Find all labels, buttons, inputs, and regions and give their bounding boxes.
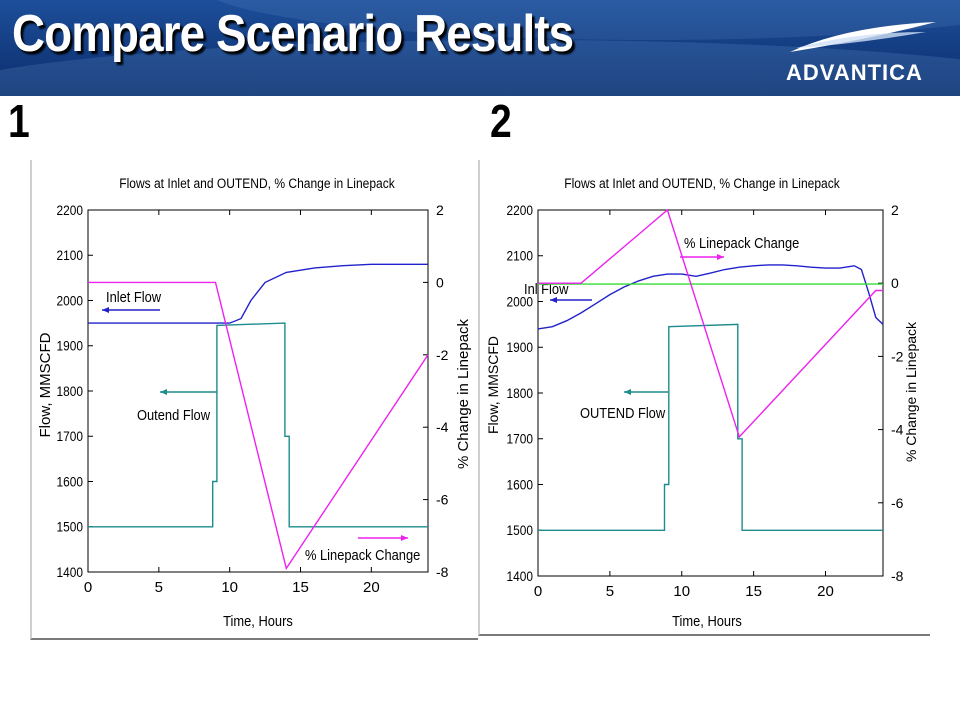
- annotation-outend-flow: OUTEND Flow: [580, 404, 666, 421]
- series-line-1: [88, 263, 428, 324]
- x-tick-label: 0: [84, 579, 92, 596]
- x-tick-label: 20: [363, 579, 380, 596]
- y2-tick-label: -2: [891, 348, 904, 364]
- annotation-outend-flow: Outend Flow: [137, 406, 211, 423]
- advantica-logo: ADVANTICA: [786, 18, 946, 88]
- y-tick-label: 1400: [57, 564, 83, 580]
- series-line-4: [538, 208, 883, 439]
- arrowhead-icon: [624, 389, 631, 395]
- arrowhead-icon: [401, 535, 408, 541]
- chart-title: Flows at Inlet and OUTEND, % Change in L…: [119, 175, 395, 191]
- y2-axis-label: % Change in Linepack: [455, 318, 472, 469]
- x-tick-label: 5: [155, 579, 163, 596]
- series-line-3: [538, 323, 883, 531]
- x-tick-label: 5: [606, 583, 614, 600]
- y2-tick-label: -8: [891, 568, 904, 584]
- y-tick-label: 2000: [507, 294, 533, 310]
- arrowhead-icon: [160, 389, 167, 395]
- plot-frame: [537, 209, 884, 577]
- y-tick-label: 1500: [507, 522, 533, 538]
- header-banner: Compare Scenario Results ADVANTICA: [0, 0, 960, 96]
- y-tick-label: 2100: [57, 247, 83, 263]
- chart-1: Flows at Inlet and OUTEND, % Change in L…: [37, 175, 472, 629]
- y-tick-label: 1900: [57, 338, 83, 354]
- x-axis-label: Time, Hours: [223, 612, 293, 629]
- y-tick-label: 2200: [507, 202, 533, 218]
- arrowhead-icon: [550, 297, 557, 303]
- y-tick-label: 1600: [507, 477, 533, 493]
- y2-tick-label: -4: [436, 419, 449, 435]
- annotation-inlet-flow: Inlet Flow: [106, 288, 162, 305]
- logo-swoosh-icon: [790, 22, 936, 52]
- y-tick-label: 1600: [57, 474, 83, 490]
- y2-tick-label: -8: [436, 564, 449, 580]
- series-line-2: [88, 322, 428, 528]
- y2-tick-label: -4: [891, 422, 904, 438]
- x-axis-label: Time, Hours: [672, 612, 742, 629]
- x-tick-label: 10: [221, 579, 238, 596]
- y-tick-label: 2200: [57, 202, 83, 218]
- y2-tick-label: -6: [891, 495, 904, 511]
- y2-tick-label: 2: [436, 202, 444, 218]
- logo-text: ADVANTICA: [786, 60, 923, 85]
- y-axis-label: Flow, MMSCFD: [37, 332, 54, 437]
- y-tick-label: 1400: [507, 568, 533, 584]
- chart-panel-1: Flows at Inlet and OUTEND, % Change in L…: [30, 160, 478, 640]
- y2-axis-label: % Change in Linepack: [903, 321, 919, 462]
- y-tick-label: 1800: [507, 385, 533, 401]
- annotation-linepack-change: % Linepack Change: [305, 546, 421, 563]
- y-tick-label: 1700: [57, 428, 83, 444]
- y-tick-label: 1900: [507, 339, 533, 355]
- x-tick-label: 20: [817, 583, 834, 600]
- chart-title: Flows at Inlet and OUTEND, % Change in L…: [564, 175, 840, 191]
- y2-tick-label: 0: [891, 275, 899, 291]
- page-title: Compare Scenario Results: [12, 5, 574, 63]
- annotation-linepack-change: % Linepack Change: [684, 234, 800, 251]
- x-tick-label: 15: [745, 583, 762, 600]
- scenario-2-label: 2: [490, 95, 512, 147]
- y-tick-label: 1700: [507, 431, 533, 447]
- x-tick-label: 15: [292, 579, 309, 596]
- y-tick-label: 1500: [57, 519, 83, 535]
- chart-panel-2: Flows at Inlet and OUTEND, % Change in L…: [478, 160, 930, 636]
- scenario-1-label: 1: [8, 95, 30, 147]
- y-tick-label: 1800: [57, 383, 83, 399]
- series-line-3: [88, 281, 429, 571]
- arrowhead-icon: [102, 307, 109, 313]
- arrowhead-icon: [717, 254, 724, 260]
- y2-tick-label: 0: [436, 274, 444, 290]
- x-tick-label: 0: [534, 583, 542, 600]
- y2-tick-label: -6: [436, 492, 449, 508]
- chart-2: Flows at Inlet and OUTEND, % Change in L…: [485, 175, 919, 629]
- y2-tick-label: 2: [891, 202, 899, 218]
- y2-tick-label: -2: [436, 347, 449, 363]
- y-axis-label: Flow, MMSCFD: [485, 336, 501, 434]
- series-line-1: [537, 264, 884, 330]
- x-tick-label: 10: [673, 583, 690, 600]
- y-tick-label: 2100: [507, 248, 533, 264]
- y-tick-label: 2000: [57, 293, 83, 309]
